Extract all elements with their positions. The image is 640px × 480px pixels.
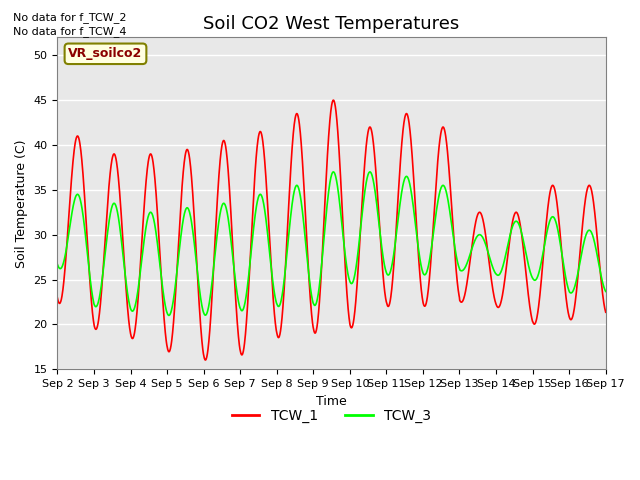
- Text: VR_soilco2: VR_soilco2: [68, 48, 143, 60]
- Y-axis label: Soil Temperature (C): Soil Temperature (C): [15, 139, 28, 267]
- Title: Soil CO2 West Temperatures: Soil CO2 West Temperatures: [204, 15, 460, 33]
- Text: No data for f_TCW_4: No data for f_TCW_4: [13, 26, 126, 37]
- X-axis label: Time: Time: [316, 395, 347, 408]
- Legend: TCW_1, TCW_3: TCW_1, TCW_3: [226, 403, 437, 429]
- Text: No data for f_TCW_2: No data for f_TCW_2: [13, 12, 126, 23]
